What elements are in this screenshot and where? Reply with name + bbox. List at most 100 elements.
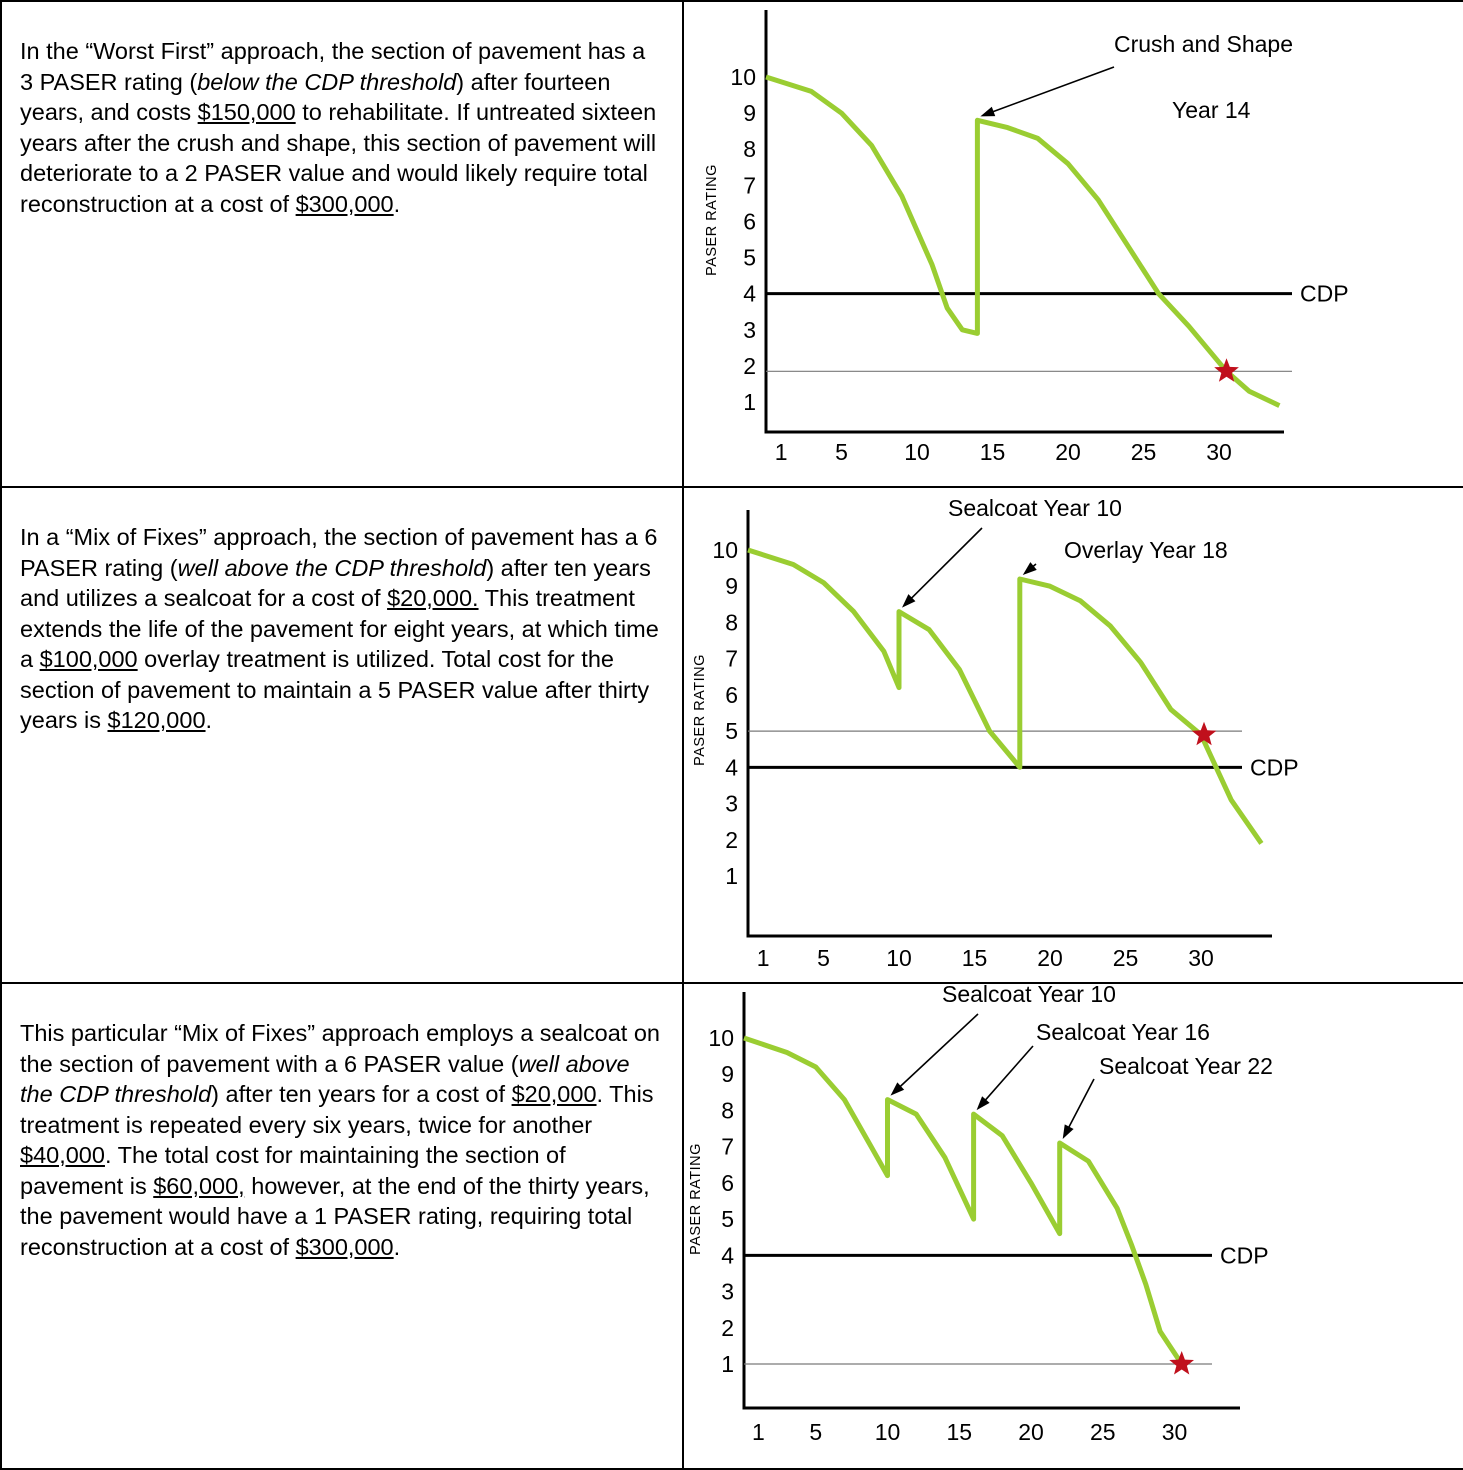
x-tick-label: 1 bbox=[752, 1419, 765, 1445]
paragraph-text: ) after ten years for a cost of bbox=[211, 1081, 512, 1107]
y-tick-label: 5 bbox=[721, 1206, 734, 1232]
chart-axes bbox=[746, 510, 1272, 938]
cost-value: $20,000 bbox=[511, 1081, 597, 1107]
treatment-label: Crush and Shape bbox=[1114, 31, 1293, 57]
cost-value: $100,000 bbox=[39, 646, 138, 672]
treatment-arrow bbox=[989, 66, 1115, 114]
paragraph-text: . bbox=[205, 707, 213, 733]
emphasis-text: well above the CDP threshold bbox=[20, 1050, 630, 1108]
x-tick-label: 5 bbox=[835, 439, 848, 465]
paragraph-text: ) after ten years and utilizes a sealcoa… bbox=[20, 554, 651, 612]
treatment-year-label: Year 14 bbox=[1172, 97, 1251, 123]
x-tick-label: 5 bbox=[817, 945, 830, 971]
treatment-label: Sealcoat Year 10 bbox=[942, 984, 1116, 1007]
scenario-description: This particular “Mix of Fixes” approach … bbox=[20, 1018, 662, 1262]
y-tick-label: 8 bbox=[721, 1097, 734, 1123]
y-tick-label: 9 bbox=[725, 573, 738, 599]
y-tick-label: 6 bbox=[743, 208, 756, 234]
chart-cell: PASER RATING 1 2 3 4 5 6 7 8 9 10 1 5 10 15 20 25 30 CDP Se… bbox=[682, 486, 1463, 984]
y-tick-label: 8 bbox=[743, 136, 756, 162]
treatment-arrow bbox=[1066, 1078, 1095, 1131]
paragraph-text: ) after fourteen years, and costs bbox=[20, 68, 611, 126]
treatment-arrow bbox=[982, 1045, 1034, 1104]
table-row: This particular “Mix of Fixes” approach … bbox=[0, 982, 1463, 1470]
y-tick-label: 1 bbox=[721, 1351, 734, 1377]
y-axis-label: PASER RATING bbox=[692, 654, 708, 766]
cost-value: $300,000 bbox=[295, 1233, 394, 1260]
cdp-label: CDP bbox=[1250, 754, 1299, 780]
x-tick-label: 15 bbox=[946, 1419, 972, 1445]
treatment-label: Sealcoat Year 16 bbox=[1036, 1019, 1210, 1045]
paragraph-text: In the “Worst First” approach, the secti… bbox=[20, 38, 646, 95]
y-tick-label: 5 bbox=[725, 718, 738, 744]
paragraph-text: This treatment extends the life of the p… bbox=[20, 585, 659, 672]
x-tick-label: 25 bbox=[1131, 439, 1157, 465]
emphasis-text: well above the CDP threshold bbox=[177, 554, 487, 581]
y-tick-label: 10 bbox=[708, 1025, 734, 1051]
x-tick-label: 10 bbox=[904, 439, 930, 465]
y-axis-label: PASER RATING bbox=[704, 164, 720, 276]
x-tick-label: 30 bbox=[1206, 439, 1232, 465]
y-tick-label: 4 bbox=[721, 1242, 734, 1268]
paser-rating-curve bbox=[743, 1035, 1184, 1366]
y-tick-label: 6 bbox=[721, 1170, 734, 1196]
x-tick-label: 20 bbox=[1055, 439, 1081, 465]
paragraph-text: however, at the end of the thirty years,… bbox=[20, 1172, 650, 1260]
y-tick-label: 7 bbox=[725, 646, 738, 672]
description-cell: In the “Worst First” approach, the secti… bbox=[0, 0, 684, 488]
treatment-arrow bbox=[908, 527, 983, 602]
arrowhead bbox=[976, 1096, 990, 1111]
y-tick-label: 1 bbox=[725, 863, 738, 889]
y-tick-label: 3 bbox=[725, 791, 738, 817]
paragraph-text: overlay treatment is utilized. Total cos… bbox=[20, 646, 650, 733]
x-tick-label: 15 bbox=[980, 439, 1006, 465]
paragraph-text: This particular “Mix of Fixes” approach … bbox=[20, 1020, 660, 1077]
y-tick-label: 10 bbox=[730, 64, 756, 90]
cdp-label: CDP bbox=[1300, 281, 1349, 307]
end-rating-star-marker bbox=[1169, 1351, 1194, 1375]
y-tick-label: 9 bbox=[721, 1061, 734, 1087]
y-tick-label: 8 bbox=[725, 609, 738, 635]
chart-cell: PASER RATING 1 2 3 4 5 6 7 8 9 10 1 5 10 15 20 25 30 CDP Cr… bbox=[682, 0, 1463, 488]
chart-cell: PASER RATING 1 2 3 4 5 6 7 8 9 10 1 5 10 15 20 25 30 CDP Se… bbox=[682, 982, 1463, 1470]
paser-rating-curve bbox=[765, 74, 1281, 408]
table-row: In a “Mix of Fixes” approach, the sectio… bbox=[0, 486, 1463, 984]
y-tick-label: 5 bbox=[743, 245, 756, 271]
x-tick-label: 20 bbox=[1018, 1419, 1044, 1445]
cost-value: $120,000 bbox=[107, 707, 206, 733]
arrowhead bbox=[902, 594, 916, 608]
arrowhead bbox=[980, 106, 996, 117]
y-tick-label: 3 bbox=[721, 1279, 734, 1305]
x-tick-label: 20 bbox=[1037, 945, 1063, 971]
treatment-label: Sealcoat Year 22 bbox=[1099, 1053, 1273, 1079]
chart-axes bbox=[764, 10, 1284, 434]
description-cell: This particular “Mix of Fixes” approach … bbox=[0, 982, 684, 1470]
y-tick-label: 4 bbox=[725, 754, 738, 780]
y-tick-label: 1 bbox=[743, 389, 756, 415]
x-tick-label: 30 bbox=[1162, 1419, 1188, 1445]
cost-value: $20,000. bbox=[387, 585, 479, 611]
y-tick-label: 9 bbox=[743, 100, 756, 126]
paser-rating-curve bbox=[747, 547, 1264, 845]
paragraph-text: . bbox=[393, 190, 401, 217]
y-tick-label: 6 bbox=[725, 682, 738, 708]
y-tick-label: 3 bbox=[743, 317, 756, 343]
end-rating-star-marker bbox=[1214, 358, 1239, 382]
y-tick-label: 10 bbox=[712, 537, 738, 563]
y-tick-label: 7 bbox=[743, 172, 756, 198]
y-tick-label: 2 bbox=[725, 827, 738, 853]
treatment-arrow bbox=[897, 1013, 979, 1090]
cost-value: $40,000 bbox=[20, 1142, 105, 1168]
scenario-description: In a “Mix of Fixes” approach, the sectio… bbox=[20, 522, 662, 736]
emphasis-text: below the CDP threshold bbox=[197, 68, 457, 95]
x-tick-label: 15 bbox=[962, 945, 988, 971]
cdp-label: CDP bbox=[1220, 1242, 1269, 1268]
end-rating-star-marker bbox=[1191, 721, 1217, 746]
paragraph-text: In a “Mix of Fixes” approach, the sectio… bbox=[20, 524, 658, 581]
arrowhead bbox=[1022, 562, 1037, 575]
paragraph-text: to rehabilitate. If untreated sixteen ye… bbox=[20, 99, 657, 217]
